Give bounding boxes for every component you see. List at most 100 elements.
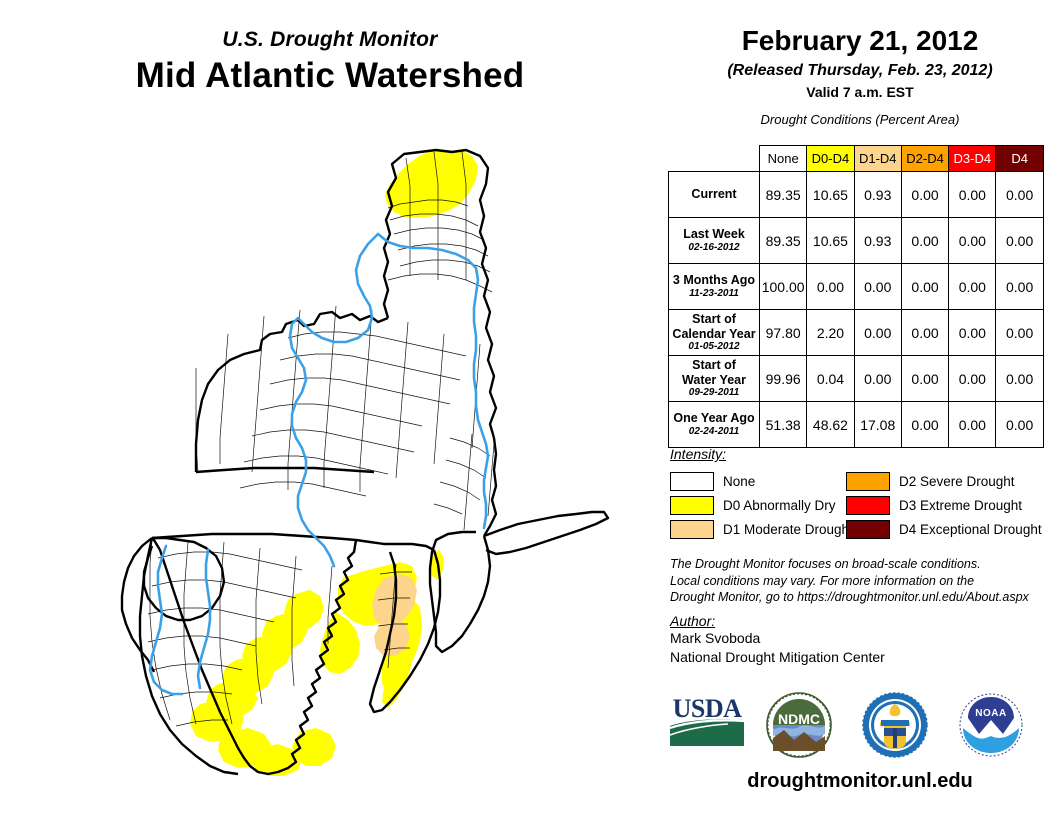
river-lines [148, 232, 490, 696]
legend-label: D0 Abnormally Dry [723, 497, 836, 513]
legend-label: D1 Moderate Drought [723, 521, 853, 537]
legend-swatch [846, 471, 890, 491]
legend-label: D3 Extreme Drought [899, 497, 1023, 513]
legend-swatch [846, 495, 890, 515]
table-cell: 0.00 [900, 171, 950, 218]
row-label-date: 02-16-2012 [688, 241, 740, 253]
row-label-date: 11-23-2011 [689, 287, 739, 299]
table-row: Last Week 02-16-2012 89.35 10.65 0.93 0.00 0.0… [668, 217, 1044, 264]
table-cell: 0.00 [995, 355, 1044, 402]
usda-logo: USDA [668, 690, 746, 757]
table-cell: 0.00 [995, 217, 1044, 264]
legend-swatch [846, 519, 890, 539]
disclaimer-text: The Drought Monitor focuses on broad-sca… [670, 556, 1050, 606]
row-label-date: 09-29-2011 [688, 387, 740, 399]
usdc-seal [860, 690, 930, 765]
author-block: Author: Mark Svoboda National Drought Mi… [670, 613, 1050, 667]
column-header-none: None [758, 145, 808, 172]
column-header-d4: D4 [995, 145, 1044, 172]
ndmc-logo: NDMC [764, 690, 834, 765]
table-cell: 0.93 [853, 171, 902, 218]
disclaimer-line-2: Local conditions may vary. For more info… [670, 573, 975, 588]
table-cell: 10.65 [806, 217, 855, 264]
table-cell: 0.00 [853, 263, 902, 310]
row-label: One Year Ago 02-24-2011 [668, 401, 760, 448]
drought-map[interactable] [48, 138, 663, 783]
table-cell: 0.00 [900, 309, 950, 356]
map-base-layer [48, 138, 663, 783]
legend-item: D1 Moderate Drought [670, 519, 853, 539]
table-cell: 99.96 [758, 355, 808, 402]
agency-logos: USDA NDMC [668, 690, 1053, 762]
row-label-text: Start of Calendar Year [672, 311, 756, 341]
column-header-d1-d4: D1-D4 [853, 145, 902, 172]
table-cell: 0.04 [806, 355, 855, 402]
county-boundaries [147, 151, 495, 727]
table-cell: 0.00 [948, 355, 997, 402]
row-label: Current [668, 171, 760, 218]
table-cell: 100.00 [758, 263, 808, 310]
row-label-date: 01-05-2012 [688, 341, 740, 353]
row-label: Last Week 02-16-2012 [668, 217, 760, 264]
table-cell: 0.00 [948, 263, 997, 310]
table-cell: 0.93 [853, 217, 902, 264]
table-cell: 0.00 [948, 401, 997, 448]
row-label: Start of Water Year 09-29-2011 [668, 355, 760, 402]
row-label-text: 3 Months Ago [672, 273, 756, 288]
table-cell: 0.00 [900, 355, 950, 402]
intensity-legend: Intensity: None D2 Severe Drought D0 Abnor… [670, 446, 1050, 541]
table-cell: 17.08 [853, 401, 902, 448]
noaa-logo: NOAA [956, 690, 1026, 765]
drought-conditions-table: None D0-D4 D1-D4 D2-D4 D3-D4 D4 Current 8… [668, 145, 1044, 448]
legend-item: D2 Severe Drought [846, 471, 1050, 491]
row-label: 3 Months Ago 11-23-2011 [668, 263, 760, 310]
table-cell: 10.65 [806, 171, 855, 218]
website-url[interactable]: droughtmonitor.unl.edu [747, 770, 973, 792]
table-cell: 0.00 [948, 217, 997, 264]
table-cell: 0.00 [806, 263, 855, 310]
table-row: 3 Months Ago 11-23-2011 100.00 0.00 0.00 0.00… [668, 263, 1044, 310]
valid-time: Valid 7 a.m. EST [806, 83, 914, 100]
column-header-d0-d4: D0-D4 [806, 145, 855, 172]
d1-moderate-drought-areas [372, 574, 417, 656]
table-cell: 2.20 [806, 309, 855, 356]
map-title-block: U.S. Drought Monitor Mid Atlantic Waters… [0, 28, 660, 96]
table-cell: 0.00 [900, 401, 950, 448]
table-cell: 89.35 [758, 171, 808, 218]
table-cell: 97.80 [758, 309, 808, 356]
legend-swatch [670, 519, 714, 539]
program-title: U.S. Drought Monitor [222, 28, 438, 51]
table-cell: 0.00 [995, 171, 1044, 218]
table-cell: 0.00 [853, 355, 902, 402]
row-label-date: 02-24-2011 [688, 425, 740, 437]
legend-label: None [723, 473, 756, 489]
row-label-text: One Year Ago [673, 411, 755, 426]
intensity-legend-title: Intensity: [670, 446, 727, 462]
svg-text:NOAA: NOAA [975, 708, 1006, 719]
legend-swatch [670, 471, 714, 491]
legend-item: D4 Exceptional Drought [846, 519, 1050, 539]
row-label-text: Last Week [683, 227, 745, 242]
column-header-d3-d4: D3-D4 [948, 145, 997, 172]
table-cell: 48.62 [806, 401, 855, 448]
legend-swatch [670, 495, 714, 515]
disclaimer-line-3: Drought Monitor, go to https://droughtmo… [670, 590, 1029, 604]
disclaimer-line-1: The Drought Monitor focuses on broad-sca… [670, 557, 981, 571]
table-row: One Year Ago 02-24-2011 51.38 48.62 17.08 0.0… [668, 401, 1044, 448]
table-cell: 0.00 [995, 401, 1044, 448]
report-header: February 21, 2012 (Released Thursday, Fe… [664, 25, 1056, 127]
release-date: (Released Thursday, Feb. 23, 2012) [727, 61, 993, 79]
table-header-row: None D0-D4 D1-D4 D2-D4 D3-D4 D4 [669, 145, 1044, 172]
row-label-text: Start of Water Year [682, 357, 746, 387]
author-affiliation: National Drought Mitigation Center [670, 648, 885, 665]
table-row: Start of Calendar Year 01-05-2012 97.80 2.20… [668, 309, 1044, 356]
table-cell: 0.00 [853, 309, 902, 356]
region-title: Mid Atlantic Watershed [135, 56, 525, 96]
table-row: Start of Water Year 09-29-2011 99.96 0.04 0.0… [668, 355, 1044, 402]
table-cell: 0.00 [995, 263, 1044, 310]
table-cell: 0.00 [948, 309, 997, 356]
svg-text:NDMC: NDMC [778, 711, 820, 727]
svg-text:USDA: USDA [673, 694, 743, 723]
table-cell: 0.00 [900, 263, 950, 310]
report-date: February 21, 2012 [741, 25, 979, 56]
